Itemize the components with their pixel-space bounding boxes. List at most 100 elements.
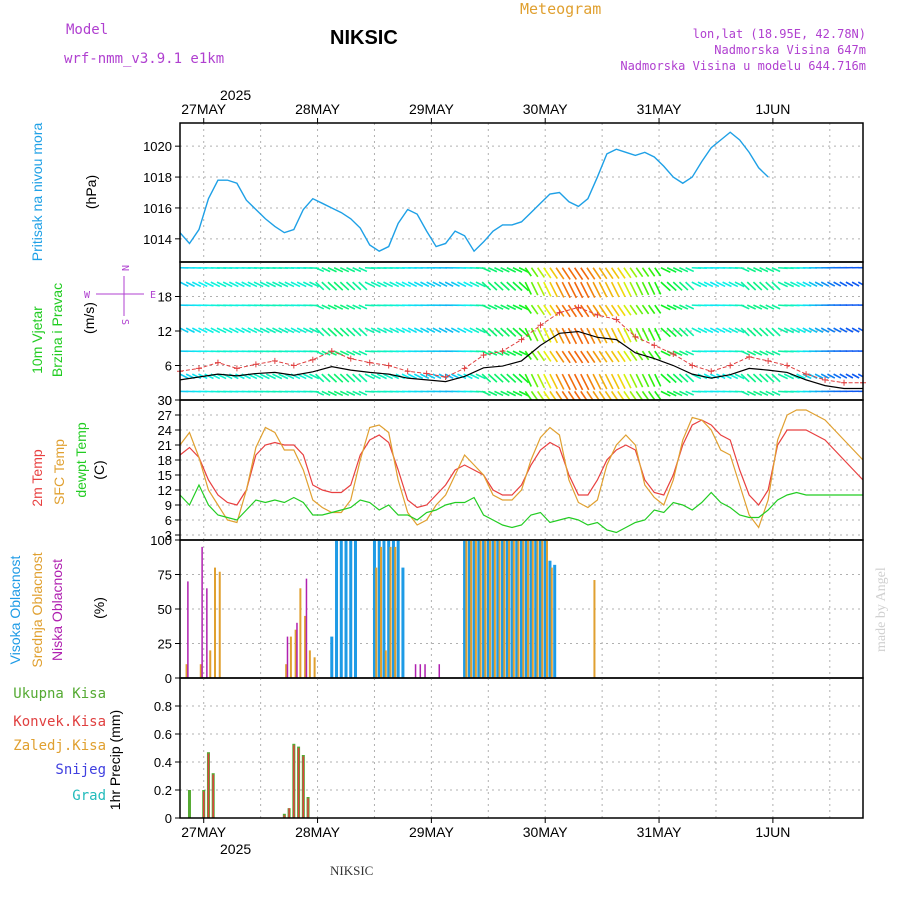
y-tick-label: 27 [158,408,172,423]
wind-arrow [321,390,331,396]
cloud-bar [313,657,316,678]
wind-arrow [247,327,258,334]
wind-arrow [339,267,350,273]
wind-arrow [802,373,812,380]
wind-arrow [333,267,344,273]
wind-arrow [592,350,602,363]
cloud-ylabel: (%) [91,597,107,619]
wind-arrow [629,304,638,316]
cloud-bar [185,664,188,678]
wind-arrow [660,267,671,274]
wind-arrow [315,281,325,291]
cloud-bar [285,664,288,678]
model-label: Model [66,22,108,38]
wind-arrow [555,373,565,390]
cloud-bar [294,629,297,678]
wind-arrow [709,281,720,288]
cloud-bar [463,540,467,678]
wind-arrow [561,350,571,364]
wind-arrow [839,281,848,287]
wind-arrow [654,327,662,341]
wind-arrow [339,327,350,337]
wind-arrow [309,327,320,334]
wind-arrow [302,281,313,288]
wind-arrow [339,304,350,310]
cloud-bar [396,540,400,678]
wind-arrow [740,350,750,356]
wind-arrow [592,390,600,400]
cloud-bar [414,664,417,678]
wind-arrow [180,327,189,334]
wind-arrow [703,281,714,288]
wind-arrow [315,390,325,396]
bottom-day-label: 27MAY [181,824,227,840]
wind-arrow [586,304,596,318]
wind-arrow [321,304,331,310]
wind-arrow [358,390,368,396]
cloud-title-mid: Srednja Oblacnost [29,552,45,667]
wind-arrow [290,281,301,288]
wind-arrow [259,281,270,288]
wind-arrow [703,327,714,334]
panel-cloud: 0 25 50 75 100 [150,533,864,686]
wind-arrow [765,281,775,291]
wind-arrow [457,281,467,288]
wind-arrow [660,327,671,338]
y-tick-label: 100 [150,533,172,548]
wind-arrow [660,390,671,397]
wind-arrow [604,350,614,363]
wind-arrow [777,281,788,288]
wind-arrow [635,304,644,315]
wind-arrow [598,267,608,280]
wind-arrow [432,281,442,288]
wind-arrow [401,281,412,288]
wind-arrow [265,373,276,380]
wind-arrow [617,350,626,363]
wind-arrow [530,390,539,400]
wind-arrow [604,281,614,298]
wind-arrow [180,373,189,380]
wind-arrow [333,327,344,337]
wind-arrow [573,373,584,391]
wind-arrow [617,267,626,279]
panel-wind: 0 6 12 18 [158,261,866,408]
cloud-bar [339,540,343,678]
wind-arrow [383,327,394,334]
wind-arrow [518,281,529,292]
wind-arrow [241,327,251,334]
wind-arrow [518,373,529,384]
y-tick-label: 50 [158,602,172,617]
wind-arrow [679,267,689,273]
wind-arrow [500,304,510,310]
wind-arrow [524,304,532,314]
cloud-bar [308,650,311,678]
wind-arrow [765,350,775,356]
wind-arrow [623,304,632,316]
precip-bar [297,748,300,818]
wind-arrow [506,350,517,357]
wind-arrow [494,350,504,356]
wind-arrow [666,281,677,292]
wind-arrow [561,373,571,391]
wind-arrow [678,327,689,337]
wind-arrow [228,281,239,288]
wind-arrow [543,267,552,279]
wind-arrow [284,327,295,334]
wind-arrow [598,327,608,344]
cloud-bar [218,571,221,678]
wind-arrow [549,327,559,344]
wind-arrow [487,281,498,291]
wind-arrow [771,281,781,291]
cloud-bar [299,588,302,678]
wind-arrow [697,281,708,288]
wind-arrow [617,304,626,317]
wind-arrow [216,281,227,288]
wind-arrow [734,281,745,288]
wind-arrow [463,373,473,380]
wind-arrow [321,327,331,337]
wind-arrow [808,281,818,288]
wind-arrow [647,304,656,315]
wind-arrow [191,327,202,334]
wind-arrow [191,373,202,380]
